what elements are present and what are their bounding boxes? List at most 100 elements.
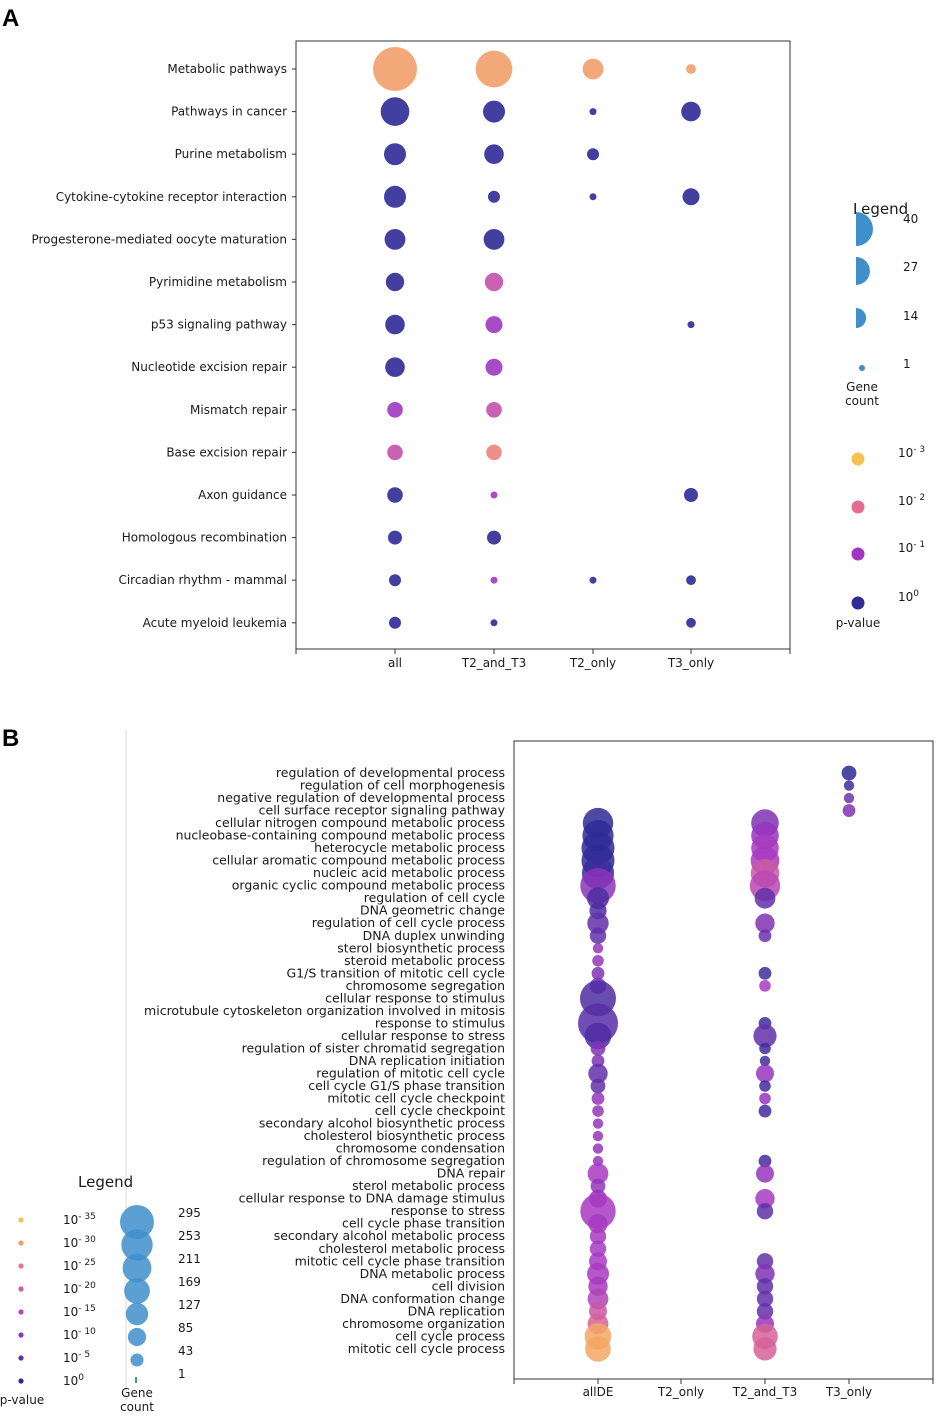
legend-color-glyph xyxy=(851,596,865,610)
go-term-label: steroid metabolic process xyxy=(344,953,505,968)
legend-size-label: 1 xyxy=(178,1367,186,1381)
go-term-label: cell division xyxy=(432,1278,505,1293)
pathway-label: Pathways in cancer xyxy=(171,105,287,119)
bubble xyxy=(759,1092,771,1105)
bubble xyxy=(756,1290,774,1308)
legend-size-label: 85 xyxy=(178,1321,193,1335)
legend-size-glyph xyxy=(130,1353,144,1367)
legend-size-label: 14 xyxy=(903,309,918,323)
legend-size-caption: count xyxy=(845,394,879,408)
legend-color-label: 10- 2 xyxy=(898,493,925,508)
pathway-label: Homologous recombination xyxy=(122,531,287,545)
bubble xyxy=(589,1240,607,1257)
legend-color-glyph xyxy=(18,1217,24,1223)
go-term-label: cell cycle phase transition xyxy=(342,1216,505,1231)
x-tick-label: allDE xyxy=(583,1385,614,1399)
panel-b-label: B xyxy=(2,725,19,752)
go-term-label: cellular response to stimulus xyxy=(325,990,505,1005)
bubble xyxy=(389,574,401,587)
bubble xyxy=(753,1337,777,1361)
panel-b-legend: Legend 10- 35 10- 30 10- 25 10- 20 10- 15 10- … xyxy=(0,1173,201,1414)
bubble xyxy=(385,357,405,378)
legend-size-glyph xyxy=(120,1205,154,1239)
bubble xyxy=(389,616,401,629)
pathway-label: Circadian rhythm - mammal xyxy=(118,573,287,587)
go-term-label: negative regulation of developmental pro… xyxy=(217,790,505,805)
bubble xyxy=(587,148,599,161)
panel-b-y-labels: regulation of developmental processregul… xyxy=(144,765,506,1356)
pathway-label: Metabolic pathways xyxy=(167,62,287,76)
x-tick-label: T2_and_T3 xyxy=(732,1385,798,1399)
bubble xyxy=(591,966,605,980)
bubble xyxy=(590,1041,606,1056)
bubble xyxy=(590,1078,606,1094)
legend-color-label: 100 xyxy=(898,589,919,604)
bubble xyxy=(841,765,857,781)
legend-color-glyph xyxy=(18,1309,24,1315)
bubble xyxy=(589,193,597,201)
pathway-label: p53 signaling pathway xyxy=(151,318,287,332)
bubble xyxy=(484,272,504,292)
go-term-label: response to stress xyxy=(391,1203,505,1218)
legend-color-glyph xyxy=(851,500,865,514)
legend-title: Legend xyxy=(853,200,908,218)
go-term-label: cell cycle G1/S phase transition xyxy=(308,1078,505,1093)
panel-a-label: A xyxy=(2,5,19,32)
bubble xyxy=(387,402,403,418)
go-term-label: response to stimulus xyxy=(375,1015,505,1030)
go-term-label: cellular response to DNA damage stimulus xyxy=(239,1191,505,1206)
legend-size-caption: count xyxy=(120,1400,154,1414)
legend-color-caption: p-value xyxy=(0,1393,44,1407)
bubble xyxy=(687,321,695,329)
bubble xyxy=(387,487,403,503)
bubble xyxy=(387,444,403,461)
go-term-label: DNA metabolic process xyxy=(360,1266,505,1281)
legend-title: Legend xyxy=(78,1173,133,1191)
bubble xyxy=(755,913,775,933)
go-term-label: DNA geometric change xyxy=(360,903,505,918)
go-term-label: DNA conformation change xyxy=(340,1291,505,1306)
bubble xyxy=(843,792,855,804)
go-term-label: DNA replication initiation xyxy=(349,1053,505,1068)
panel-a-plot-frame xyxy=(295,40,791,650)
legend-size-label: 43 xyxy=(178,1344,193,1358)
legend-color-label: 10- 20 xyxy=(63,1281,96,1296)
bubble xyxy=(759,980,771,992)
go-term-label: cellular response to stress xyxy=(341,1028,505,1043)
legend-color-glyph xyxy=(851,547,865,561)
bubble xyxy=(485,316,503,334)
bubble xyxy=(755,1188,775,1209)
legend-size-glyph xyxy=(127,1327,147,1347)
bubble xyxy=(582,58,604,80)
bubble xyxy=(486,402,502,418)
legend-color-label: 10- 10 xyxy=(63,1327,96,1342)
go-term-label: cell cycle checkpoint xyxy=(375,1103,505,1118)
go-term-label: DNA replication xyxy=(408,1303,505,1318)
bubble xyxy=(686,617,696,628)
bubble xyxy=(588,1063,608,1084)
pathway-label: Purine metabolism xyxy=(175,147,287,161)
bubble xyxy=(475,50,513,88)
legend-color-label: 10- 25 xyxy=(63,1258,96,1273)
bubble xyxy=(592,1130,604,1142)
legend-color-glyph xyxy=(18,1332,24,1338)
go-term-label: secondary alcohol metabolic process xyxy=(274,1228,505,1243)
bubble xyxy=(587,1163,609,1185)
bubble xyxy=(681,101,701,122)
go-term-label: regulation of cell cycle process xyxy=(312,915,505,930)
go-term-label: mitotic cell cycle checkpoint xyxy=(327,1091,505,1106)
go-term-label: regulation of sister chromatid segregati… xyxy=(242,1040,505,1055)
legend-size-glyph xyxy=(856,212,873,246)
panel-b-bubbles xyxy=(578,765,857,1362)
legend-size-glyph xyxy=(135,1377,137,1383)
legend-color-label: 100 xyxy=(63,1373,84,1388)
bubble xyxy=(483,229,505,250)
bubble xyxy=(490,491,498,499)
legend-size-caption: Gene xyxy=(846,380,878,394)
go-term-label: chromosome organization xyxy=(342,1316,505,1331)
bubble xyxy=(591,1054,605,1068)
bubble xyxy=(490,576,498,584)
go-term-label: DNA duplex unwinding xyxy=(363,928,505,943)
legend-color-label: 10- 3 xyxy=(898,445,925,460)
